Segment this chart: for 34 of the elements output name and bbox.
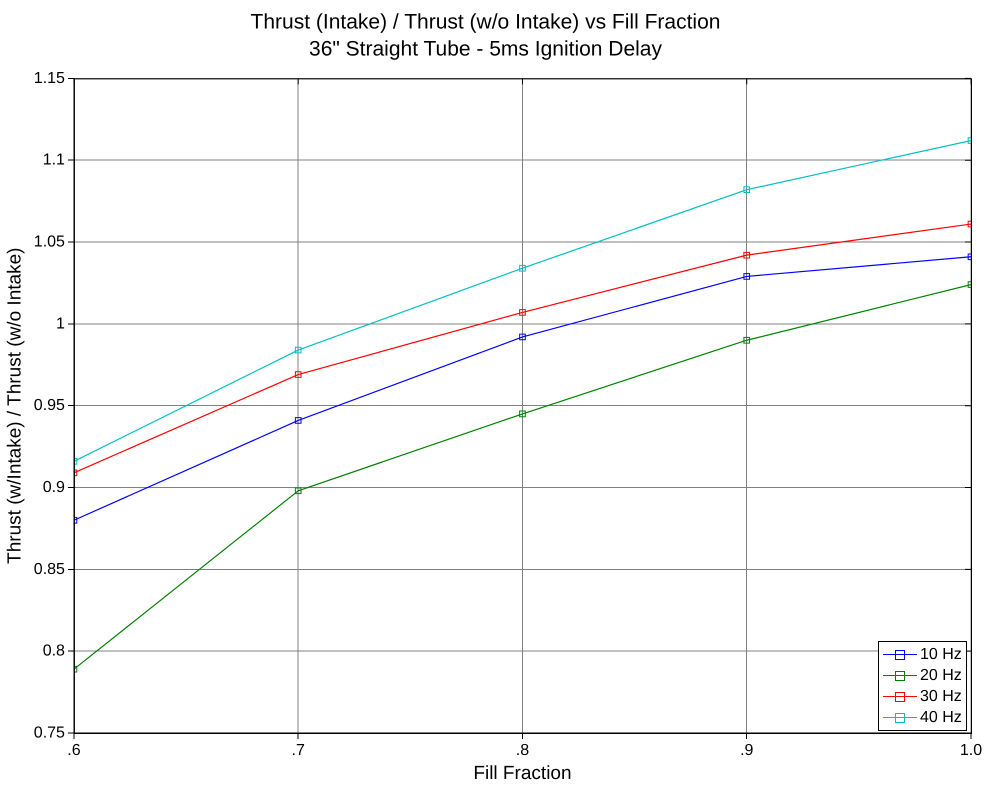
y-tick-label: 0.9 <box>42 478 66 496</box>
x-tick-label: .8 <box>516 742 530 760</box>
x-tick-label: .7 <box>292 742 305 760</box>
point <box>743 252 750 258</box>
x-tick-label: .6 <box>67 742 81 760</box>
y-tick-label: 0.75 <box>34 724 66 742</box>
x-axis-title: Fill Fraction <box>473 762 572 784</box>
point <box>294 346 302 354</box>
y-tick-label: 1 <box>56 315 66 332</box>
legend-label: 40 Hz <box>920 708 962 726</box>
point <box>519 410 526 418</box>
y-tick-label: 1.15 <box>34 70 66 87</box>
point <box>743 186 750 194</box>
y-axis-title: Thrust (w/Intake) / Thrust (w/o Intake) <box>4 247 26 564</box>
point <box>294 371 302 378</box>
point <box>743 336 750 344</box>
y-tick-label: 0.95 <box>34 397 66 414</box>
legend-label: 20 Hz <box>920 666 962 684</box>
legend-label: 10 Hz <box>920 646 962 664</box>
point <box>519 309 526 316</box>
y-tick-label: 1.05 <box>34 233 66 250</box>
point <box>294 417 302 424</box>
x-tick-label: 1.0 <box>960 742 982 760</box>
legend-label: 30 Hz <box>920 688 962 706</box>
y-tick-label: 1.1 <box>42 152 66 169</box>
point <box>743 273 750 280</box>
y-tick-label: 0.85 <box>34 560 66 578</box>
point <box>519 264 526 272</box>
point <box>519 334 526 340</box>
chart-subtitle: 36" Straight Tube - 5ms Ignition Delay <box>309 38 662 61</box>
y-tick-label: 0.8 <box>42 642 66 660</box>
x-tick-label: .9 <box>740 742 754 760</box>
point <box>294 487 302 494</box>
chart-title: Thrust (Intake) / Thrust (w/o Intake) vs Fill Fraction <box>250 10 720 34</box>
